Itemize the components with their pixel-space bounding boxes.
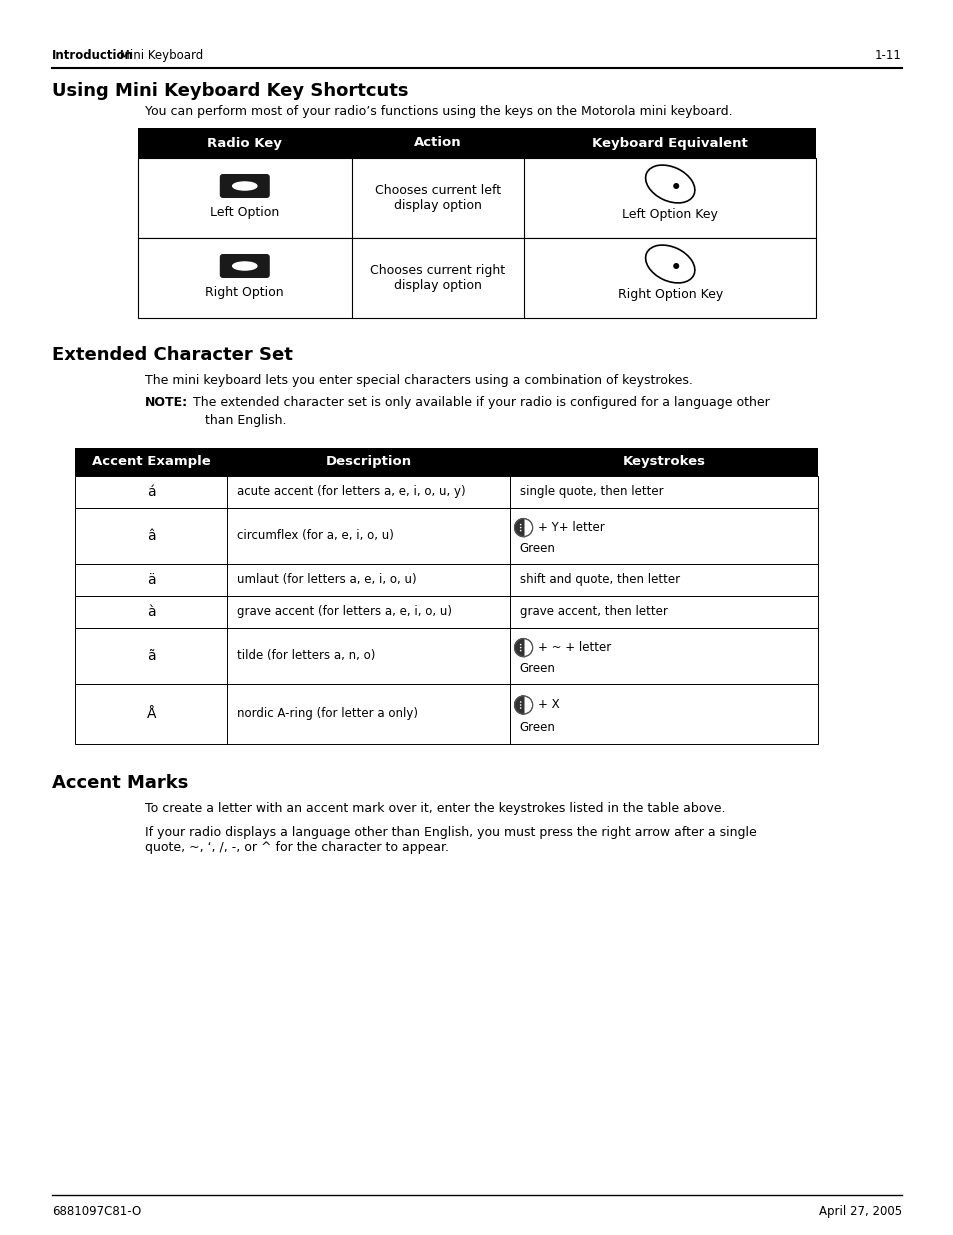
Text: ã: ã bbox=[147, 650, 155, 663]
Circle shape bbox=[519, 647, 521, 648]
Text: than English.: than English. bbox=[205, 414, 286, 427]
Text: 1-11: 1-11 bbox=[874, 49, 901, 62]
Text: grave accent, then letter: grave accent, then letter bbox=[519, 605, 667, 619]
Text: NOTE:: NOTE: bbox=[145, 396, 188, 409]
Bar bbox=[75, 629, 817, 684]
Text: Accent Marks: Accent Marks bbox=[52, 774, 188, 792]
Text: circumflex (for a, e, i, o, u): circumflex (for a, e, i, o, u) bbox=[237, 530, 394, 542]
Bar bbox=[138, 238, 815, 317]
Text: Action: Action bbox=[414, 137, 461, 149]
Text: April 27, 2005: April 27, 2005 bbox=[818, 1205, 901, 1218]
Text: If your radio displays a language other than English, you must press the right a: If your radio displays a language other … bbox=[145, 826, 756, 853]
Text: You can perform most of your radio’s functions using the keys on the Motorola mi: You can perform most of your radio’s fun… bbox=[145, 105, 732, 119]
Text: single quote, then letter: single quote, then letter bbox=[519, 485, 662, 499]
Text: Radio Key: Radio Key bbox=[207, 137, 282, 149]
Ellipse shape bbox=[645, 165, 694, 203]
Circle shape bbox=[519, 650, 521, 651]
Text: Right Option Key: Right Option Key bbox=[617, 288, 722, 301]
FancyBboxPatch shape bbox=[219, 254, 270, 278]
Circle shape bbox=[673, 263, 679, 269]
Text: grave accent (for letters a, e, i, o, u): grave accent (for letters a, e, i, o, u) bbox=[237, 605, 452, 619]
Bar bbox=[75, 448, 817, 475]
Polygon shape bbox=[514, 638, 523, 657]
Ellipse shape bbox=[645, 245, 694, 283]
Text: Green: Green bbox=[519, 662, 555, 674]
Text: Right Option: Right Option bbox=[205, 287, 284, 299]
Text: Chooses current right
display option: Chooses current right display option bbox=[370, 264, 505, 291]
Bar bbox=[75, 684, 817, 743]
Text: acute accent (for letters a, e, i, o, u, y): acute accent (for letters a, e, i, o, u,… bbox=[237, 485, 465, 499]
Text: : Mini Keyboard: : Mini Keyboard bbox=[112, 49, 203, 62]
Circle shape bbox=[519, 530, 521, 531]
Circle shape bbox=[519, 704, 521, 705]
Text: + ~ + letter: + ~ + letter bbox=[537, 641, 610, 655]
Text: + X: + X bbox=[537, 699, 558, 711]
Text: Å: Å bbox=[146, 706, 155, 721]
Text: Extended Character Set: Extended Character Set bbox=[52, 346, 293, 364]
Text: Keyboard Equivalent: Keyboard Equivalent bbox=[592, 137, 747, 149]
Text: â: â bbox=[147, 529, 155, 543]
Text: umlaut (for letters a, e, i, o, u): umlaut (for letters a, e, i, o, u) bbox=[237, 573, 416, 587]
Circle shape bbox=[514, 519, 532, 536]
Text: Keystrokes: Keystrokes bbox=[621, 456, 704, 468]
Text: Chooses current left
display option: Chooses current left display option bbox=[375, 184, 500, 212]
Polygon shape bbox=[514, 697, 523, 714]
Text: The mini keyboard lets you enter special characters using a combination of keyst: The mini keyboard lets you enter special… bbox=[145, 374, 692, 387]
Ellipse shape bbox=[233, 262, 256, 270]
FancyBboxPatch shape bbox=[219, 174, 270, 198]
Text: nordic A-ring (for letter a only): nordic A-ring (for letter a only) bbox=[237, 708, 417, 720]
Bar bbox=[138, 128, 815, 158]
Text: Green: Green bbox=[519, 542, 555, 555]
Text: Accent Example: Accent Example bbox=[91, 456, 211, 468]
Text: tilde (for letters a, n, o): tilde (for letters a, n, o) bbox=[237, 650, 375, 662]
Text: Introduction: Introduction bbox=[52, 49, 133, 62]
Polygon shape bbox=[514, 519, 523, 536]
Text: Green: Green bbox=[519, 721, 555, 734]
Text: à: à bbox=[147, 605, 155, 619]
Circle shape bbox=[519, 708, 521, 709]
Bar bbox=[75, 564, 817, 597]
Text: Using Mini Keyboard Key Shortcuts: Using Mini Keyboard Key Shortcuts bbox=[52, 82, 408, 100]
Bar bbox=[75, 508, 817, 564]
Text: shift and quote, then letter: shift and quote, then letter bbox=[519, 573, 679, 587]
Text: Left Option Key: Left Option Key bbox=[621, 207, 718, 221]
Bar bbox=[75, 475, 817, 508]
Bar bbox=[138, 158, 815, 238]
Text: To create a letter with an accent mark over it, enter the keystrokes listed in t: To create a letter with an accent mark o… bbox=[145, 802, 724, 815]
Circle shape bbox=[673, 183, 679, 189]
Circle shape bbox=[519, 701, 521, 703]
Circle shape bbox=[514, 697, 532, 714]
Circle shape bbox=[519, 524, 521, 525]
Text: + Y+ letter: + Y+ letter bbox=[537, 521, 604, 534]
Text: ä: ä bbox=[147, 573, 155, 587]
Ellipse shape bbox=[233, 182, 256, 190]
Text: Description: Description bbox=[325, 456, 411, 468]
Circle shape bbox=[519, 527, 521, 529]
Text: 6881097C81-O: 6881097C81-O bbox=[52, 1205, 141, 1218]
Circle shape bbox=[519, 643, 521, 646]
Text: Left Option: Left Option bbox=[210, 206, 279, 219]
Text: The extended character set is only available if your radio is configured for a l: The extended character set is only avail… bbox=[185, 396, 769, 409]
Bar bbox=[75, 597, 817, 629]
Text: á: á bbox=[147, 485, 155, 499]
Circle shape bbox=[514, 638, 532, 657]
